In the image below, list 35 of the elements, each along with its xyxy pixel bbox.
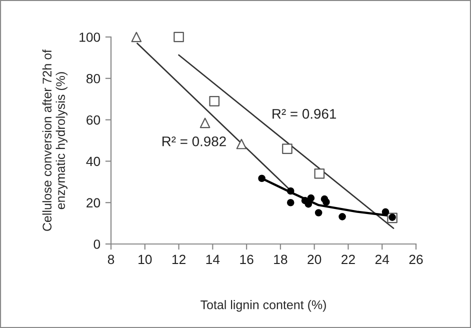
y-tick-label: 20 <box>86 198 100 208</box>
y-tick-label: 40 <box>86 156 100 166</box>
point <box>236 138 247 150</box>
y-tick-label: 0 <box>94 240 100 249</box>
point <box>322 198 330 206</box>
x-tick-label: 18 <box>274 254 288 264</box>
point <box>258 174 266 182</box>
point <box>200 118 210 128</box>
x-tick-label: 12 <box>172 254 186 264</box>
point <box>314 168 325 179</box>
y-tick-label: 60 <box>86 115 100 125</box>
point <box>174 32 184 42</box>
y-tick-label: 100 <box>80 32 100 42</box>
point <box>314 209 322 216</box>
point <box>382 208 390 216</box>
x-tick-label: 16 <box>240 254 254 264</box>
annotation: R² = 0.982 <box>162 136 226 146</box>
x-tick-label: 10 <box>138 254 152 264</box>
y-tick-label: 80 <box>86 74 100 84</box>
y-axis-title: Cellulose conversion after 72h of enzymatic hydrolysis (%) <box>42 49 68 231</box>
x-tick-label: 14 <box>206 254 220 264</box>
x-tick-label: 22 <box>342 254 355 264</box>
point <box>131 32 142 42</box>
point <box>209 96 220 106</box>
point <box>286 198 294 206</box>
x-tick-label: 20 <box>308 254 322 264</box>
point <box>307 194 315 202</box>
x-tick-label: 24 <box>375 254 390 264</box>
x-tick-label: 8 <box>108 254 114 264</box>
point <box>338 213 346 220</box>
annotation: R² = 0.961 <box>272 108 336 119</box>
x-tick-label: 26 <box>409 254 423 264</box>
point <box>282 144 292 154</box>
x-axis-title: Total lignin content (%) <box>200 300 326 312</box>
point <box>286 187 294 195</box>
